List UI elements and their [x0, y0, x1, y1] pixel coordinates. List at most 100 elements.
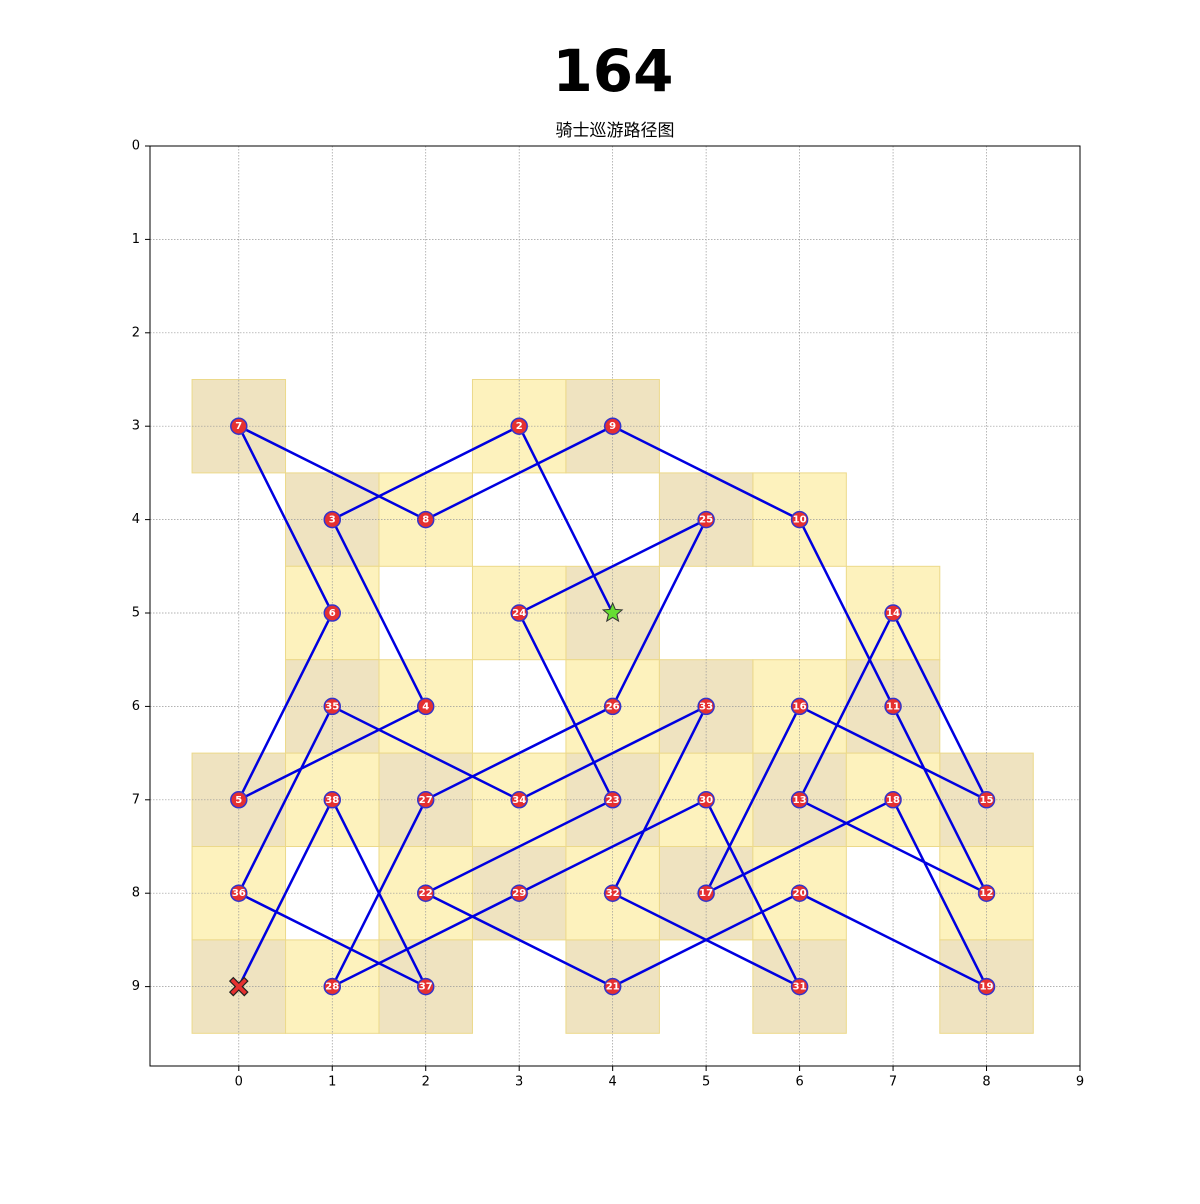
- move-number: 10: [793, 515, 807, 526]
- tour-node: [323, 977, 342, 996]
- tour-node: [884, 697, 902, 716]
- move-number: 28: [325, 982, 339, 993]
- tour-node: [790, 791, 809, 809]
- tour-node: [697, 791, 715, 809]
- tour-node: [977, 884, 996, 902]
- tour-node: [603, 884, 622, 902]
- move-number: 21: [606, 982, 620, 993]
- move-number: 6: [329, 608, 336, 619]
- tour-node: [603, 791, 622, 809]
- move-number: 34: [512, 795, 526, 806]
- move-number: 38: [325, 795, 339, 806]
- move-number: 33: [699, 701, 713, 712]
- x-tick-label: 5: [702, 1075, 710, 1090]
- move-number: 7: [235, 421, 242, 432]
- move-number: 8: [422, 515, 429, 526]
- tour-node: [416, 697, 435, 716]
- y-tick-label: 4: [132, 512, 140, 527]
- y-tick-label: 1: [132, 232, 140, 247]
- x-tick-label: 9: [1076, 1075, 1084, 1090]
- move-number: 9: [609, 421, 616, 432]
- tour-node: [416, 884, 435, 902]
- start-marker: [601, 601, 624, 623]
- move-number: 16: [793, 701, 807, 712]
- tour-node: [416, 791, 435, 809]
- move-number: 32: [606, 888, 620, 899]
- x-tick-label: 8: [982, 1075, 990, 1090]
- move-number: 20: [793, 888, 807, 899]
- x-tick-label: 1: [328, 1075, 336, 1090]
- move-number: 2: [516, 421, 523, 432]
- tour-node: [510, 417, 528, 435]
- tour-node: [790, 697, 809, 716]
- x-tick-label: 6: [795, 1075, 803, 1090]
- y-tick-label: 2: [132, 325, 140, 340]
- tour-node: [603, 977, 622, 996]
- tour-node: [323, 510, 342, 529]
- move-number: 12: [980, 888, 994, 899]
- tour-node: [790, 884, 809, 902]
- y-tick-label: 0: [132, 139, 140, 154]
- move-number: 26: [606, 701, 620, 712]
- move-number: 30: [699, 795, 713, 806]
- move-number: 4: [422, 701, 429, 712]
- move-number: 5: [235, 795, 242, 806]
- tour-node: [230, 417, 248, 435]
- move-number: 27: [419, 795, 433, 806]
- tour-node: [697, 697, 715, 716]
- move-number: 22: [419, 888, 433, 899]
- tour-node: [416, 510, 435, 529]
- x-tick-label: 3: [515, 1075, 523, 1090]
- tour-node: [790, 977, 809, 996]
- x-tick-label: 2: [422, 1075, 430, 1090]
- tour-node: [230, 791, 248, 809]
- tour-node: [323, 604, 342, 622]
- move-number: 15: [980, 795, 994, 806]
- tour-node: [230, 884, 248, 902]
- y-tick-label: 8: [132, 886, 140, 901]
- y-tick-label: 3: [132, 419, 140, 434]
- tour-node: [323, 791, 342, 809]
- move-number: 17: [699, 888, 713, 899]
- tour-node: [697, 884, 715, 902]
- x-tick-label: 7: [889, 1075, 897, 1090]
- tour-node: [510, 604, 528, 622]
- move-number: 36: [232, 888, 246, 899]
- title: 164: [552, 37, 673, 105]
- plot-frame: [149, 145, 1081, 1067]
- move-number: 37: [419, 982, 433, 993]
- tour-node: [977, 977, 996, 996]
- tour-node: [510, 791, 528, 809]
- move-number: 19: [980, 982, 994, 993]
- y-tick-label: 7: [132, 792, 140, 807]
- tour-node: [790, 510, 809, 529]
- tour-node: [510, 884, 528, 902]
- move-number: 35: [325, 701, 339, 712]
- tour-node: [416, 977, 435, 996]
- move-number: 13: [793, 795, 807, 806]
- move-number: 23: [606, 795, 620, 806]
- move-number: 18: [886, 795, 900, 806]
- x-tick-label: 0: [235, 1075, 243, 1090]
- y-tick-label: 9: [132, 979, 140, 994]
- move-number: 3: [329, 515, 336, 526]
- y-tick-label: 6: [132, 699, 140, 714]
- tour-node: [977, 791, 996, 809]
- move-number: 25: [699, 515, 713, 526]
- tour-node: [603, 417, 622, 435]
- tour-node: [884, 791, 902, 809]
- end-marker: [228, 976, 249, 997]
- tour-node: [884, 604, 902, 622]
- x-tick-label: 4: [609, 1075, 617, 1090]
- subtitle: 骑士巡游路径图: [556, 121, 675, 141]
- move-number: 29: [512, 888, 526, 899]
- tour-node: [603, 697, 622, 716]
- move-number: 14: [886, 608, 900, 619]
- tour-node: [697, 510, 715, 529]
- move-number: 24: [512, 608, 526, 619]
- y-tick-label: 5: [132, 606, 140, 621]
- tour-node: [323, 697, 342, 716]
- move-number: 11: [886, 701, 900, 712]
- move-number: 31: [793, 982, 807, 993]
